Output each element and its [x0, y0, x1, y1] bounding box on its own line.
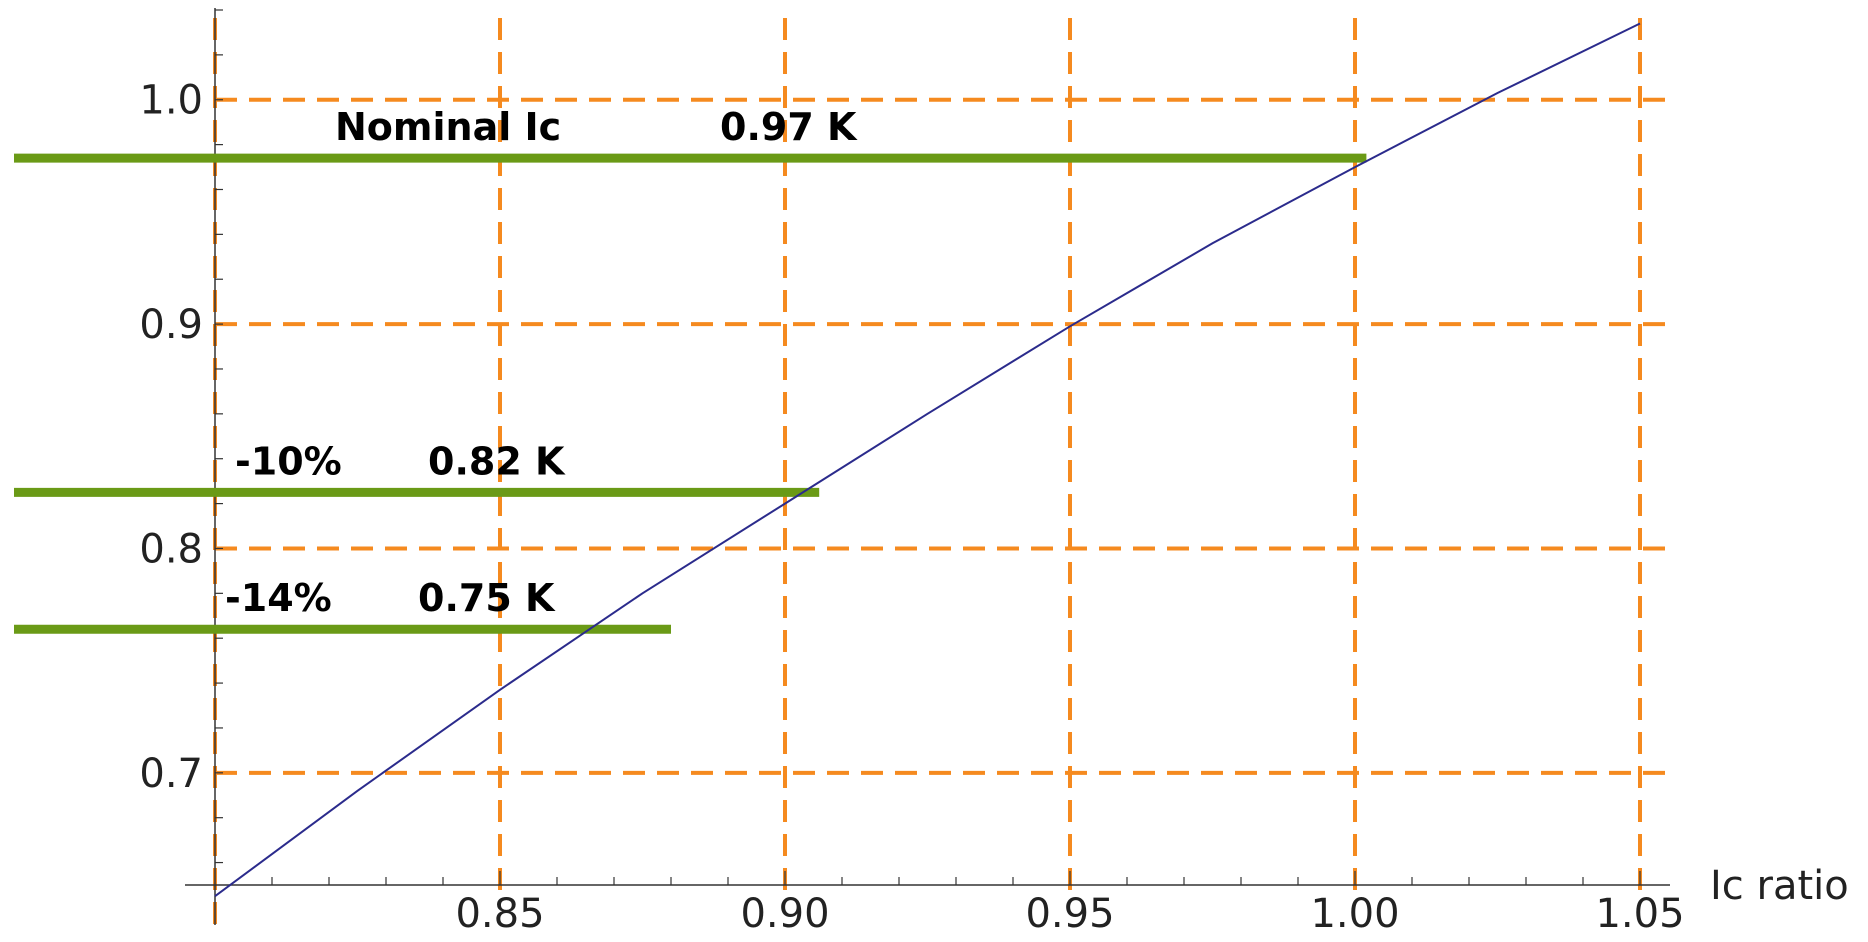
annotation-label: -10% [235, 439, 342, 483]
x-axis-title: Ic ratio [1710, 863, 1849, 909]
x-tick-label: 0.90 [740, 891, 829, 937]
y-tick-label: 1.0 [139, 78, 203, 124]
x-tick-label: 0.95 [1025, 891, 1114, 937]
annotation-value: 0.82 K [428, 439, 566, 483]
y-tick-label: 0.8 [139, 526, 203, 572]
annotation-value: 0.75 K [418, 576, 556, 620]
annotation-label: -14% [225, 576, 332, 620]
grid [213, 18, 1665, 925]
y-tick-label: 0.9 [139, 302, 203, 348]
annotation-label: Nominal Ic [335, 105, 561, 149]
x-tick-label: 1.05 [1595, 891, 1684, 937]
series-line [214, 22, 1641, 898]
reference-lines [14, 153, 1367, 634]
labels: 0.85 0.90 0.95 1.00 1.05 0.7 0.8 0.9 1.0 Ic ratio… [139, 78, 1848, 937]
series [214, 22, 1641, 898]
x-tick-label: 1.00 [1310, 891, 1399, 937]
annotation-value: 0.97 K [720, 105, 858, 149]
x-tick-label: 0.85 [455, 891, 544, 937]
y-tick-label: 0.7 [139, 751, 203, 797]
